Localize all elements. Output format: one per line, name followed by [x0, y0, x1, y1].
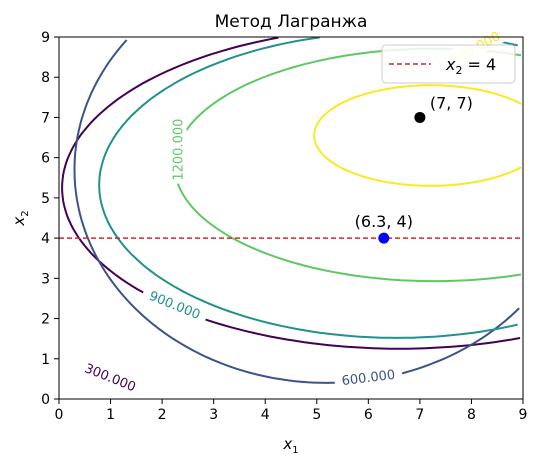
point-marker [378, 232, 390, 244]
y-axis-label: x2 [10, 210, 31, 226]
x-tick-label: 9 [519, 407, 528, 423]
point-marker [414, 111, 426, 123]
legend: x2 = 4 [381, 44, 516, 84]
y-tick-label: 7 [41, 110, 50, 126]
contour-line-1200 [173, 47, 522, 283]
point-annotation: (6.3, 4) [355, 212, 413, 231]
y-tick-label: 0 [41, 392, 50, 408]
plot-frame [58, 36, 524, 400]
contour-line-300 [61, 36, 521, 350]
y-tick-label: 1 [41, 352, 50, 368]
x-tick-label: 7 [415, 407, 424, 423]
contour-line-600 [73, 39, 520, 384]
contour-line-1500 [313, 84, 522, 187]
x-tick-label: 2 [158, 407, 167, 423]
points: (7, 7) (6.3, 4) [355, 93, 473, 244]
contour-label-1200: 1200.000 [172, 119, 187, 181]
legend-label-constraint: x2 = 4 [445, 55, 496, 77]
contour-lines [61, 36, 522, 384]
y-tick-label: 6 [41, 151, 50, 167]
contour-label-bg [140, 283, 210, 326]
y-tick-label: 8 [41, 70, 50, 86]
chart-title: Метод Лагранжа [215, 12, 368, 32]
y-tick-label: 2 [41, 312, 50, 328]
y-tick-label: 4 [41, 231, 50, 247]
y-axis-ticks: 0 1 2 3 4 5 6 7 8 9 [41, 30, 59, 408]
contour-label-300: 300.000 [82, 361, 137, 395]
contour-label-bg [75, 355, 146, 398]
x-tick-label: 1 [106, 407, 115, 423]
x-tick-label: 0 [55, 407, 64, 423]
y-tick-label: 9 [41, 30, 50, 46]
x-tick-label: 6 [364, 407, 373, 423]
x-tick-label: 4 [261, 407, 270, 423]
x-tick-label: 5 [312, 407, 321, 423]
x-tick-label: 8 [467, 407, 476, 423]
legend-box [381, 44, 516, 84]
y-tick-label: 3 [41, 271, 50, 287]
contour-label-bg [168, 115, 187, 184]
contour-label-600: 600.000 [341, 368, 396, 389]
x-axis-ticks: 0 1 2 3 4 5 6 7 8 9 [55, 399, 528, 423]
x-axis-label: x1 [282, 435, 298, 456]
contour-label-bg [333, 363, 404, 390]
x-tick-label: 3 [209, 407, 218, 423]
contour-label-900: 900.000 [147, 289, 202, 323]
point-annotation: (7, 7) [430, 93, 473, 112]
y-tick-label: 5 [41, 191, 50, 207]
